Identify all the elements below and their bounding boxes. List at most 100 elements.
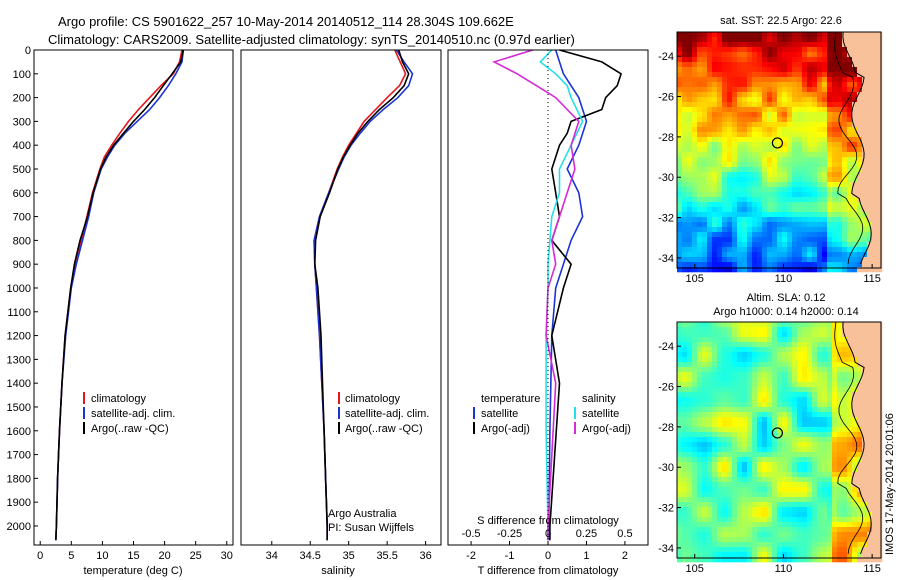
heatmap-cell (712, 532, 718, 538)
heatmap-cell (822, 372, 828, 378)
heatmap-cell (722, 232, 728, 238)
heatmap-cell (762, 387, 768, 393)
heatmap-cell (767, 217, 773, 223)
heatmap-cell (857, 482, 863, 488)
heatmap-cell (717, 252, 723, 258)
heatmap-cell (797, 352, 803, 358)
heatmap-cell (867, 247, 873, 253)
heatmap-cell (842, 512, 848, 518)
heatmap-cell (712, 327, 718, 333)
heatmap-cell (727, 357, 733, 363)
heatmap-cell (792, 117, 798, 123)
heatmap-cell (677, 522, 683, 528)
heatmap-cell (757, 187, 763, 193)
heatmap-cell (757, 212, 763, 218)
heatmap-cell (862, 117, 868, 123)
heatmap-cell (737, 52, 743, 58)
heatmap-cell (807, 492, 813, 498)
heatmap-cell (757, 127, 763, 133)
heatmap-cell (712, 207, 718, 213)
x-tick-label: 34.5 (300, 550, 321, 562)
heatmap-cell (837, 167, 843, 173)
heatmap-cell (827, 557, 833, 563)
heatmap-cell (772, 62, 778, 68)
heatmap-cell (692, 87, 698, 93)
heatmap-cell (852, 467, 858, 473)
heatmap-cell (687, 347, 693, 353)
heatmap-cell (877, 42, 883, 48)
heatmap-cell (862, 437, 868, 443)
heatmap-cell (692, 372, 698, 378)
heatmap-cell (732, 357, 738, 363)
heatmap-cell (697, 257, 703, 263)
heatmap-cell (847, 432, 853, 438)
heatmap-cell (737, 162, 743, 168)
heatmap-cell (837, 157, 843, 163)
heatmap-cell (842, 82, 848, 88)
heatmap-cell (782, 417, 788, 423)
heatmap-cell (842, 527, 848, 533)
heatmap-cell (822, 437, 828, 443)
heatmap-cell (777, 422, 783, 428)
heatmap-cell (677, 517, 683, 523)
heatmap-cell (742, 247, 748, 253)
heatmap-cell (812, 57, 818, 63)
heatmap-cell (787, 467, 793, 473)
heatmap-cell (702, 457, 708, 463)
heatmap-cell (787, 322, 793, 328)
heatmap-cell (857, 47, 863, 53)
heatmap-cell (682, 537, 688, 543)
heatmap-cell (807, 117, 813, 123)
heatmap-cell (837, 212, 843, 218)
heatmap-cell (842, 417, 848, 423)
heatmap-cell (732, 332, 738, 338)
heatmap-cell (852, 327, 858, 333)
heatmap-cell (697, 447, 703, 453)
heatmap-cell (717, 462, 723, 468)
heatmap-cell (812, 412, 818, 418)
heatmap-cell (687, 557, 693, 563)
heatmap-cell (717, 472, 723, 478)
heatmap-cell (852, 142, 858, 148)
heatmap-cell (747, 217, 753, 223)
lon-tick-label: 115 (863, 563, 881, 575)
heatmap-cell (862, 497, 868, 503)
heatmap-cell (872, 337, 878, 343)
heatmap-cell (767, 152, 773, 158)
heatmap-cell (737, 342, 743, 348)
heatmap-cell (717, 522, 723, 528)
heatmap-cell (747, 122, 753, 128)
heatmap-cell (877, 382, 883, 388)
heatmap-cell (737, 232, 743, 238)
heatmap-cell (822, 422, 828, 428)
heatmap-cell (792, 472, 798, 478)
heatmap-cell (877, 372, 883, 378)
heatmap-cell (742, 137, 748, 143)
heatmap-cell (717, 327, 723, 333)
heatmap-cell (677, 247, 683, 253)
heatmap-cell (712, 137, 718, 143)
heatmap-cell (782, 422, 788, 428)
heatmap-cell (867, 112, 873, 118)
heatmap-cell (702, 522, 708, 528)
heatmap-cell (827, 412, 833, 418)
heatmap-cell (737, 382, 743, 388)
heatmap-cell (877, 502, 883, 508)
heatmap-cell (867, 417, 873, 423)
heatmap-cell (817, 87, 823, 93)
heatmap-cell (692, 127, 698, 133)
heatmap-cell (817, 77, 823, 83)
heatmap-cell (697, 142, 703, 148)
heatmap-cell (697, 457, 703, 463)
heatmap-cell (742, 437, 748, 443)
heatmap-cell (817, 137, 823, 143)
y-tick-label: 1300 (7, 354, 31, 366)
heatmap-cell (847, 327, 853, 333)
heatmap-cell (812, 92, 818, 98)
heatmap-cell (857, 242, 863, 248)
heatmap-cell (727, 397, 733, 403)
heatmap-cell (717, 432, 723, 438)
heatmap-cell (747, 487, 753, 493)
heatmap-cell (682, 492, 688, 498)
heatmap-cell (687, 407, 693, 413)
